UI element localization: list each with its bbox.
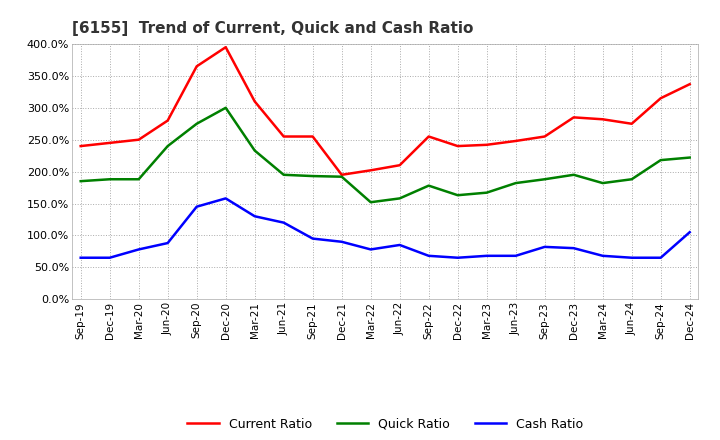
Line: Cash Ratio: Cash Ratio (81, 198, 690, 258)
Cash Ratio (221, 196, 230, 201)
Quick Ratio (76, 179, 85, 184)
Quick Ratio (627, 176, 636, 182)
Cash Ratio (279, 220, 288, 225)
Cash Ratio (135, 247, 143, 252)
Current Ratio (598, 117, 607, 122)
Quick Ratio (482, 190, 491, 195)
Current Ratio (251, 99, 259, 104)
Line: Current Ratio: Current Ratio (81, 47, 690, 175)
Quick Ratio (598, 180, 607, 186)
Cash Ratio (251, 214, 259, 219)
Current Ratio (424, 134, 433, 139)
Current Ratio (570, 115, 578, 120)
Quick Ratio (308, 173, 317, 179)
Quick Ratio (541, 176, 549, 182)
Cash Ratio (366, 247, 375, 252)
Quick Ratio (424, 183, 433, 188)
Current Ratio (627, 121, 636, 126)
Quick Ratio (192, 121, 201, 126)
Current Ratio (192, 64, 201, 69)
Quick Ratio (511, 180, 520, 186)
Current Ratio (511, 138, 520, 143)
Current Ratio (308, 134, 317, 139)
Quick Ratio (454, 193, 462, 198)
Cash Ratio (424, 253, 433, 258)
Current Ratio (135, 137, 143, 142)
Current Ratio (221, 44, 230, 50)
Cash Ratio (511, 253, 520, 258)
Quick Ratio (366, 200, 375, 205)
Cash Ratio (454, 255, 462, 260)
Cash Ratio (308, 236, 317, 241)
Current Ratio (76, 143, 85, 149)
Cash Ratio (192, 204, 201, 209)
Current Ratio (454, 143, 462, 149)
Quick Ratio (570, 172, 578, 177)
Current Ratio (657, 95, 665, 101)
Quick Ratio (251, 148, 259, 153)
Current Ratio (541, 134, 549, 139)
Cash Ratio (598, 253, 607, 258)
Quick Ratio (279, 172, 288, 177)
Quick Ratio (395, 196, 404, 201)
Quick Ratio (105, 176, 114, 182)
Quick Ratio (657, 158, 665, 163)
Current Ratio (685, 81, 694, 87)
Cash Ratio (657, 255, 665, 260)
Line: Quick Ratio: Quick Ratio (81, 108, 690, 202)
Current Ratio (395, 162, 404, 168)
Cash Ratio (685, 230, 694, 235)
Text: [6155]  Trend of Current, Quick and Cash Ratio: [6155] Trend of Current, Quick and Cash … (72, 21, 473, 36)
Current Ratio (366, 168, 375, 173)
Quick Ratio (221, 105, 230, 110)
Current Ratio (279, 134, 288, 139)
Current Ratio (105, 140, 114, 146)
Cash Ratio (338, 239, 346, 245)
Cash Ratio (541, 244, 549, 249)
Current Ratio (163, 118, 172, 123)
Quick Ratio (163, 143, 172, 149)
Cash Ratio (163, 240, 172, 246)
Quick Ratio (135, 176, 143, 182)
Cash Ratio (105, 255, 114, 260)
Quick Ratio (338, 174, 346, 180)
Quick Ratio (685, 155, 694, 160)
Legend: Current Ratio, Quick Ratio, Cash Ratio: Current Ratio, Quick Ratio, Cash Ratio (182, 413, 588, 436)
Cash Ratio (482, 253, 491, 258)
Cash Ratio (627, 255, 636, 260)
Cash Ratio (76, 255, 85, 260)
Cash Ratio (395, 242, 404, 248)
Current Ratio (482, 142, 491, 147)
Cash Ratio (570, 246, 578, 251)
Current Ratio (338, 172, 346, 177)
